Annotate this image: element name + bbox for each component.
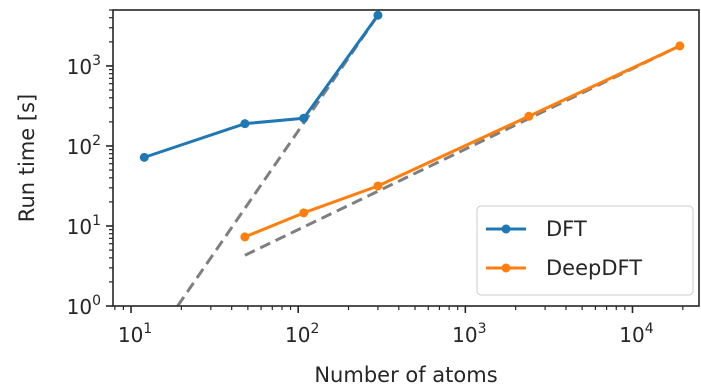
reference-line-1 (244, 44, 681, 257)
y-tick-label: 102 (67, 133, 101, 159)
x-tick-label: 102 (285, 321, 319, 347)
data-point-deepdft-4 (675, 41, 685, 51)
legend-box (476, 205, 694, 296)
data-point-deepdft-3 (524, 111, 534, 121)
y-tick-label: 101 (67, 213, 101, 239)
legend-deepdft-marker (501, 263, 511, 273)
legend-dft-label: DFT (546, 217, 587, 241)
x-tick-label: 101 (118, 321, 152, 347)
x-axis-label: Number of atoms (314, 363, 497, 387)
data-point-deepdft-1 (299, 208, 309, 218)
series-line-dft (143, 14, 380, 159)
data-point-dft-3 (373, 10, 383, 20)
data-point-dft-0 (139, 152, 149, 162)
x-ticks: 101 102 103 104 (114, 306, 684, 347)
y-axis-label: Run time [s] (15, 94, 39, 222)
x-tick-label: 104 (619, 321, 653, 347)
data-point-deepdft-0 (240, 232, 250, 242)
data-point-dft-1 (240, 119, 250, 129)
y-tick-label: 100 (67, 293, 101, 319)
legend-deepdft-label: DeepDFT (546, 256, 642, 280)
data-point-deepdft-2 (373, 181, 383, 191)
legend-dft-marker (501, 224, 511, 234)
x-tick-label: 103 (452, 321, 486, 347)
y-ticks: 100 101 102 103 (67, 9, 113, 319)
y-tick-label: 103 (67, 53, 101, 79)
data-point-dft-2 (299, 113, 309, 123)
series-layer (139, 10, 685, 242)
legend: DFT DeepDFT (476, 205, 694, 296)
